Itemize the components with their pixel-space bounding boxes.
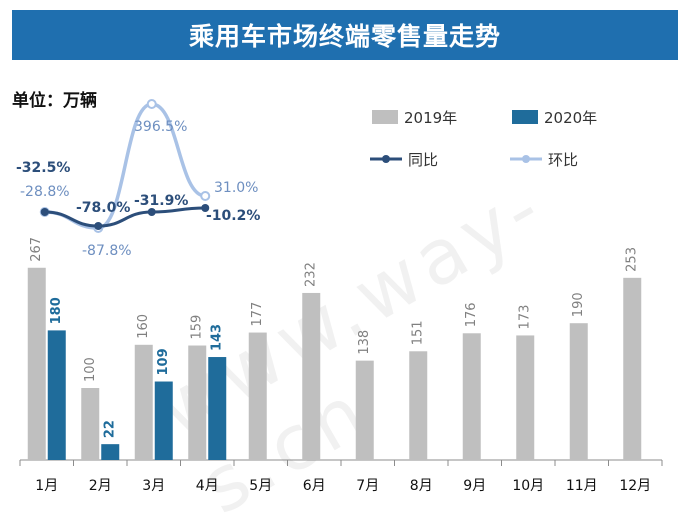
data-label-2020: 143: [210, 324, 225, 351]
x-tick-label: 3月: [142, 478, 165, 494]
mom-data-label: -28.8%: [20, 184, 70, 200]
x-tick-label: 5月: [249, 478, 272, 494]
mom-data-label: 396.5%: [134, 119, 187, 135]
bar-2020: [154, 381, 173, 460]
bar-2019: [355, 360, 374, 460]
x-tick-label: 11月: [566, 478, 598, 494]
bar-2019: [569, 323, 588, 460]
legend-label-2020: 2020年: [544, 109, 597, 127]
x-tick-label: 9月: [463, 478, 486, 494]
data-label-2019: 232: [304, 262, 319, 287]
legend-label-yoy: 同比: [408, 151, 438, 169]
legend-marker-yoy: [382, 155, 390, 163]
legend-marker-mom: [522, 155, 530, 163]
yoy-data-label: -10.2%: [206, 208, 260, 224]
data-label-2019: 177: [250, 302, 265, 327]
bar-2019: [188, 345, 207, 460]
data-label-2020: 109: [156, 348, 171, 375]
bar-2019: [27, 267, 46, 460]
x-tick-label: 10月: [512, 478, 544, 494]
yoy-data-label: -78.0%: [76, 200, 130, 216]
bar-2019: [409, 351, 428, 460]
data-label-2019: 190: [571, 292, 586, 317]
bar-2019: [302, 292, 321, 460]
bar-2019: [134, 344, 153, 460]
data-label-2019: 159: [190, 315, 205, 340]
legend-swatch-2019: [372, 110, 398, 124]
bar-2020: [47, 330, 66, 460]
legend-label-2019: 2019年: [404, 109, 457, 127]
mom-point: [200, 191, 211, 201]
x-tick-label: 12月: [619, 478, 651, 494]
data-label-2020: 22: [103, 420, 118, 438]
unit-label: 单位：万辆: [12, 91, 97, 111]
data-label-2019: 176: [464, 302, 479, 327]
bar-2019: [623, 277, 642, 460]
mom-data-label: 31.0%: [214, 180, 258, 196]
bar-2019: [81, 388, 100, 460]
data-label-2019: 173: [518, 305, 533, 330]
legend-swatch-2020: [512, 110, 538, 124]
data-label-2019: 253: [625, 247, 640, 272]
data-label-2019: 267: [29, 237, 44, 262]
x-tick-label: 2月: [89, 478, 112, 494]
data-label-2019: 100: [83, 357, 98, 382]
data-label-2019: 160: [136, 314, 151, 339]
mom-point: [146, 99, 157, 109]
legend-label-mom: 环比: [548, 151, 578, 169]
mom-data-label: -87.8%: [82, 243, 132, 259]
yoy-point: [147, 208, 156, 216]
x-tick-label: 1月: [35, 478, 58, 494]
x-tick-label: 7月: [356, 478, 379, 494]
yoy-point: [94, 222, 103, 230]
data-label-2020: 180: [49, 297, 64, 324]
x-tick-label: 8月: [410, 478, 433, 494]
bar-2019: [248, 332, 267, 460]
chart-title: 乘用车市场终端零售量走势: [12, 10, 678, 60]
x-tick-label: 6月: [303, 478, 326, 494]
bar-2019: [516, 335, 535, 460]
yoy-data-label: -31.9%: [134, 193, 188, 209]
yoy-data-label: -32.5%: [16, 160, 70, 176]
bar-2019: [462, 333, 481, 460]
bar-2020: [208, 357, 227, 460]
bar-line-chart: 1月 267 180 2月 100 22 3月 160 109 4月 159 143 5月 177 6月 23…: [16, 99, 663, 494]
bar-2020: [101, 444, 120, 460]
x-tick-label: 4月: [196, 478, 219, 494]
yoy-point: [40, 208, 49, 216]
yoy-point: [201, 204, 210, 212]
data-label-2019: 138: [357, 330, 372, 355]
data-label-2019: 151: [411, 320, 426, 345]
yoy-line: [44, 206, 206, 228]
